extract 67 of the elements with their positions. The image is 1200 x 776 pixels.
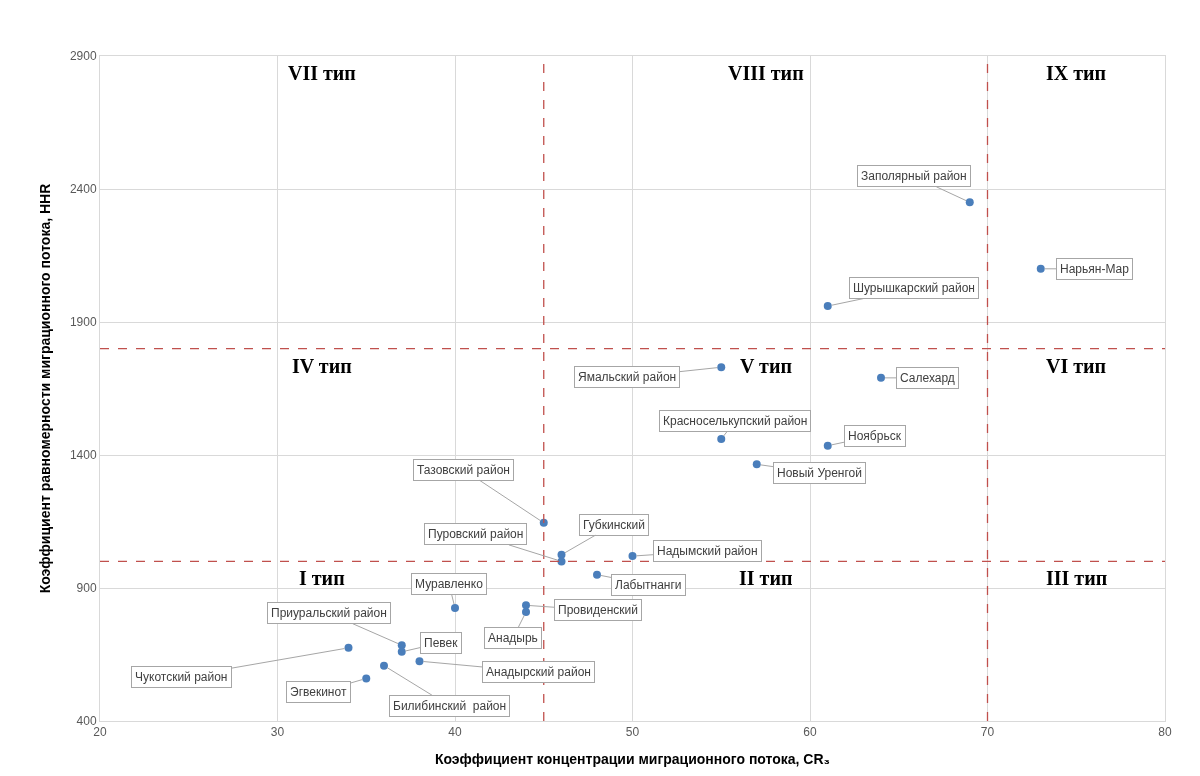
annotation: Чукотский район — [135, 670, 228, 684]
annotation: Надымский район — [657, 544, 758, 558]
x-tick-label: 70 — [980, 725, 995, 740]
annotation: IX тип — [1046, 62, 1107, 84]
annotation: VIII тип — [728, 62, 804, 84]
x-tick-label: 20 — [93, 725, 107, 740]
y-tick-label: 900 — [76, 581, 97, 596]
annotation: Певек — [424, 636, 459, 650]
point — [380, 661, 388, 670]
annotation: Ямальский район — [578, 370, 677, 384]
point — [344, 643, 353, 652]
point — [397, 647, 406, 656]
x-tick-label: 40 — [448, 725, 462, 740]
x-tick-label: 30 — [270, 725, 285, 740]
annotation: III тип — [1046, 567, 1108, 589]
x-tick-label: 50 — [625, 725, 640, 740]
annotation: IV тип — [292, 355, 352, 377]
annotation: Эгвекинот — [290, 685, 347, 699]
annotation: VI тип — [1046, 355, 1107, 377]
point — [752, 460, 761, 469]
annotation: Муравленко — [415, 577, 484, 591]
annotation: Губкинский — [583, 518, 645, 532]
y-tick-label: 1400 — [69, 448, 97, 463]
annotation: Пуровский район — [428, 527, 524, 541]
annotation: Заполярный район — [861, 169, 967, 183]
y-tick-label: 2900 — [69, 49, 97, 64]
point — [593, 570, 601, 579]
point — [823, 302, 832, 311]
x-tick-label: 60 — [803, 725, 817, 740]
annotation: Лабытнанги — [615, 578, 682, 592]
annotation: Анадырский район — [486, 665, 591, 679]
annotation: Анадырь — [488, 631, 538, 645]
point — [539, 518, 548, 527]
annotation: Ноябрьск — [848, 429, 902, 443]
annotation: Салехард — [900, 371, 955, 385]
annotation: I тип — [299, 567, 345, 589]
point — [557, 557, 566, 566]
point — [717, 435, 726, 444]
annotation: Шурышкарский район — [853, 281, 975, 295]
point — [362, 674, 371, 683]
x-tick-label: 80 — [1158, 725, 1172, 740]
annotation: V тип — [740, 355, 792, 377]
point — [397, 641, 406, 650]
point — [522, 607, 530, 616]
annotation: Приуральский район — [271, 606, 387, 620]
annotation: Билибинский район — [393, 699, 507, 713]
point — [522, 601, 530, 610]
point — [717, 363, 726, 372]
y-tick-label: 1900 — [69, 315, 97, 330]
annotation: II тип — [739, 567, 793, 589]
y-axis-title: Коэффициент равномерности миграционного потока, HHR — [37, 183, 54, 594]
point — [415, 657, 424, 666]
point — [965, 198, 974, 207]
point — [823, 441, 832, 450]
annotation: Нарьян-Мар — [1060, 262, 1130, 276]
point — [557, 550, 566, 559]
annotation: VII тип — [288, 62, 356, 84]
annotation: Тазовский район — [417, 463, 510, 477]
annotation: Новый Уренгой — [777, 466, 862, 480]
point — [877, 373, 885, 382]
annotation: Провиденский — [558, 603, 639, 617]
annotation: Красноселькупский район — [663, 414, 808, 428]
point — [451, 603, 459, 612]
x-axis-title: Коэффициент концентрации миграционного потока, CR₃ — [434, 750, 831, 767]
point — [628, 552, 637, 561]
y-tick-label: 2400 — [69, 182, 97, 197]
point — [1036, 264, 1045, 273]
